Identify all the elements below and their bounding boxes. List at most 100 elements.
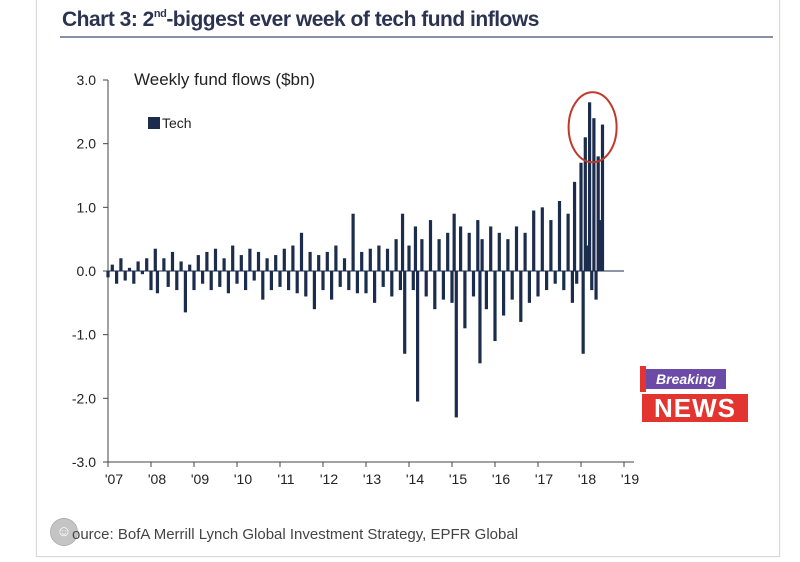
data-bar xyxy=(252,271,256,281)
legend-label: Tech xyxy=(162,115,192,131)
data-bar xyxy=(484,271,488,310)
data-bar xyxy=(400,213,405,271)
data-bar xyxy=(308,251,312,271)
data-bar xyxy=(261,271,265,300)
data-bar xyxy=(119,258,123,271)
data-bar xyxy=(585,245,590,271)
y-tick-label: 2.0 xyxy=(77,136,97,152)
data-bar xyxy=(385,248,390,271)
data-bar xyxy=(235,271,239,284)
data-bar xyxy=(145,258,149,271)
data-bar xyxy=(596,156,600,271)
data-bar xyxy=(450,271,454,303)
y-tick-label: 0.0 xyxy=(77,263,97,279)
data-bar xyxy=(317,255,321,271)
data-bar xyxy=(162,258,166,271)
data-bar xyxy=(373,271,377,303)
data-bar xyxy=(295,271,299,294)
data-bar xyxy=(600,124,605,271)
data-bar xyxy=(420,239,424,271)
data-bar xyxy=(166,271,170,287)
data-bar xyxy=(192,271,196,291)
data-bar xyxy=(136,261,140,271)
chart-bars xyxy=(106,102,605,418)
data-bar xyxy=(175,271,179,291)
data-bar xyxy=(115,271,119,284)
data-bar xyxy=(390,271,394,297)
data-bar xyxy=(572,181,577,271)
data-bar xyxy=(523,232,527,271)
data-bar xyxy=(239,255,243,271)
breaking-news-badge: Breaking NEWS xyxy=(640,366,750,424)
data-bar xyxy=(527,271,531,303)
title-divider xyxy=(60,36,773,38)
data-bar xyxy=(325,251,329,271)
chart-card xyxy=(36,0,780,557)
title-superscript: nd xyxy=(153,8,167,20)
y-tick-label: -2.0 xyxy=(72,390,96,406)
data-bar xyxy=(231,245,235,271)
data-bar xyxy=(291,245,295,271)
y-tick-label: -3.0 xyxy=(72,454,96,470)
data-bar xyxy=(403,271,407,354)
x-tick-label: '15 xyxy=(449,471,467,487)
data-bar xyxy=(330,271,334,300)
data-bar xyxy=(532,210,536,271)
data-bar xyxy=(377,245,381,271)
data-bar xyxy=(590,271,594,291)
data-bar xyxy=(467,232,471,271)
x-tick-label: '17 xyxy=(535,471,553,487)
data-bar xyxy=(205,251,209,271)
data-bar xyxy=(478,271,482,364)
data-bar xyxy=(265,258,269,271)
data-bar xyxy=(581,271,585,354)
data-bar xyxy=(368,248,372,271)
data-bar xyxy=(364,271,368,294)
data-bar xyxy=(287,271,291,291)
data-bar xyxy=(562,271,566,291)
y-tick-label: -1.0 xyxy=(72,327,96,343)
data-bar xyxy=(588,102,592,272)
data-bar xyxy=(140,271,144,275)
data-bar xyxy=(493,271,497,342)
data-bar xyxy=(153,248,157,271)
data-bar xyxy=(155,271,160,294)
x-tick-label: '11 xyxy=(277,471,294,487)
data-bar xyxy=(248,248,252,271)
data-bar xyxy=(502,271,506,316)
data-bar xyxy=(575,271,579,284)
y-tick-label: 1.0 xyxy=(77,199,97,215)
data-bar xyxy=(411,271,415,291)
data-bar xyxy=(312,271,316,310)
data-bar xyxy=(413,226,418,271)
x-tick-label: '07 xyxy=(105,471,123,487)
data-bar xyxy=(476,220,480,271)
data-bar xyxy=(433,271,437,310)
data-bar xyxy=(463,271,467,329)
news-label: NEWS xyxy=(640,392,750,424)
data-bar xyxy=(347,271,351,291)
x-tick-label: '12 xyxy=(320,471,338,487)
data-bar xyxy=(452,213,456,271)
data-bar xyxy=(132,271,136,284)
data-bar xyxy=(579,162,583,271)
data-bar xyxy=(256,251,261,271)
data-bar xyxy=(282,248,286,271)
data-bar xyxy=(497,232,501,271)
data-bar xyxy=(188,264,192,271)
data-bar xyxy=(213,248,218,271)
data-bar xyxy=(110,264,114,271)
x-tick-label: '18 xyxy=(578,471,596,487)
x-tick-label: '14 xyxy=(406,471,424,487)
page-title: Chart 3: 2nd-biggest ever week of tech f… xyxy=(62,8,539,32)
data-bar xyxy=(222,258,226,271)
data-bar xyxy=(355,271,359,294)
chart-title: Weekly fund flows ($bn) xyxy=(134,70,315,89)
data-bar xyxy=(424,271,428,297)
data-bar xyxy=(342,258,347,271)
x-tick-label: '10 xyxy=(234,471,252,487)
data-bar xyxy=(218,271,222,287)
data-bar xyxy=(598,220,602,271)
chart-axes: 3.0 2.0 1.0 0.0 -1.0 -2.0 -3.0 '07 '08 '09 '10 '11 '… xyxy=(72,70,639,487)
